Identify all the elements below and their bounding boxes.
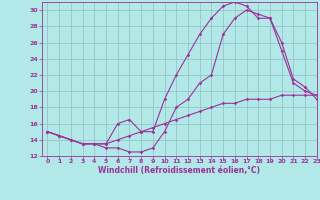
- X-axis label: Windchill (Refroidissement éolien,°C): Windchill (Refroidissement éolien,°C): [98, 166, 260, 175]
